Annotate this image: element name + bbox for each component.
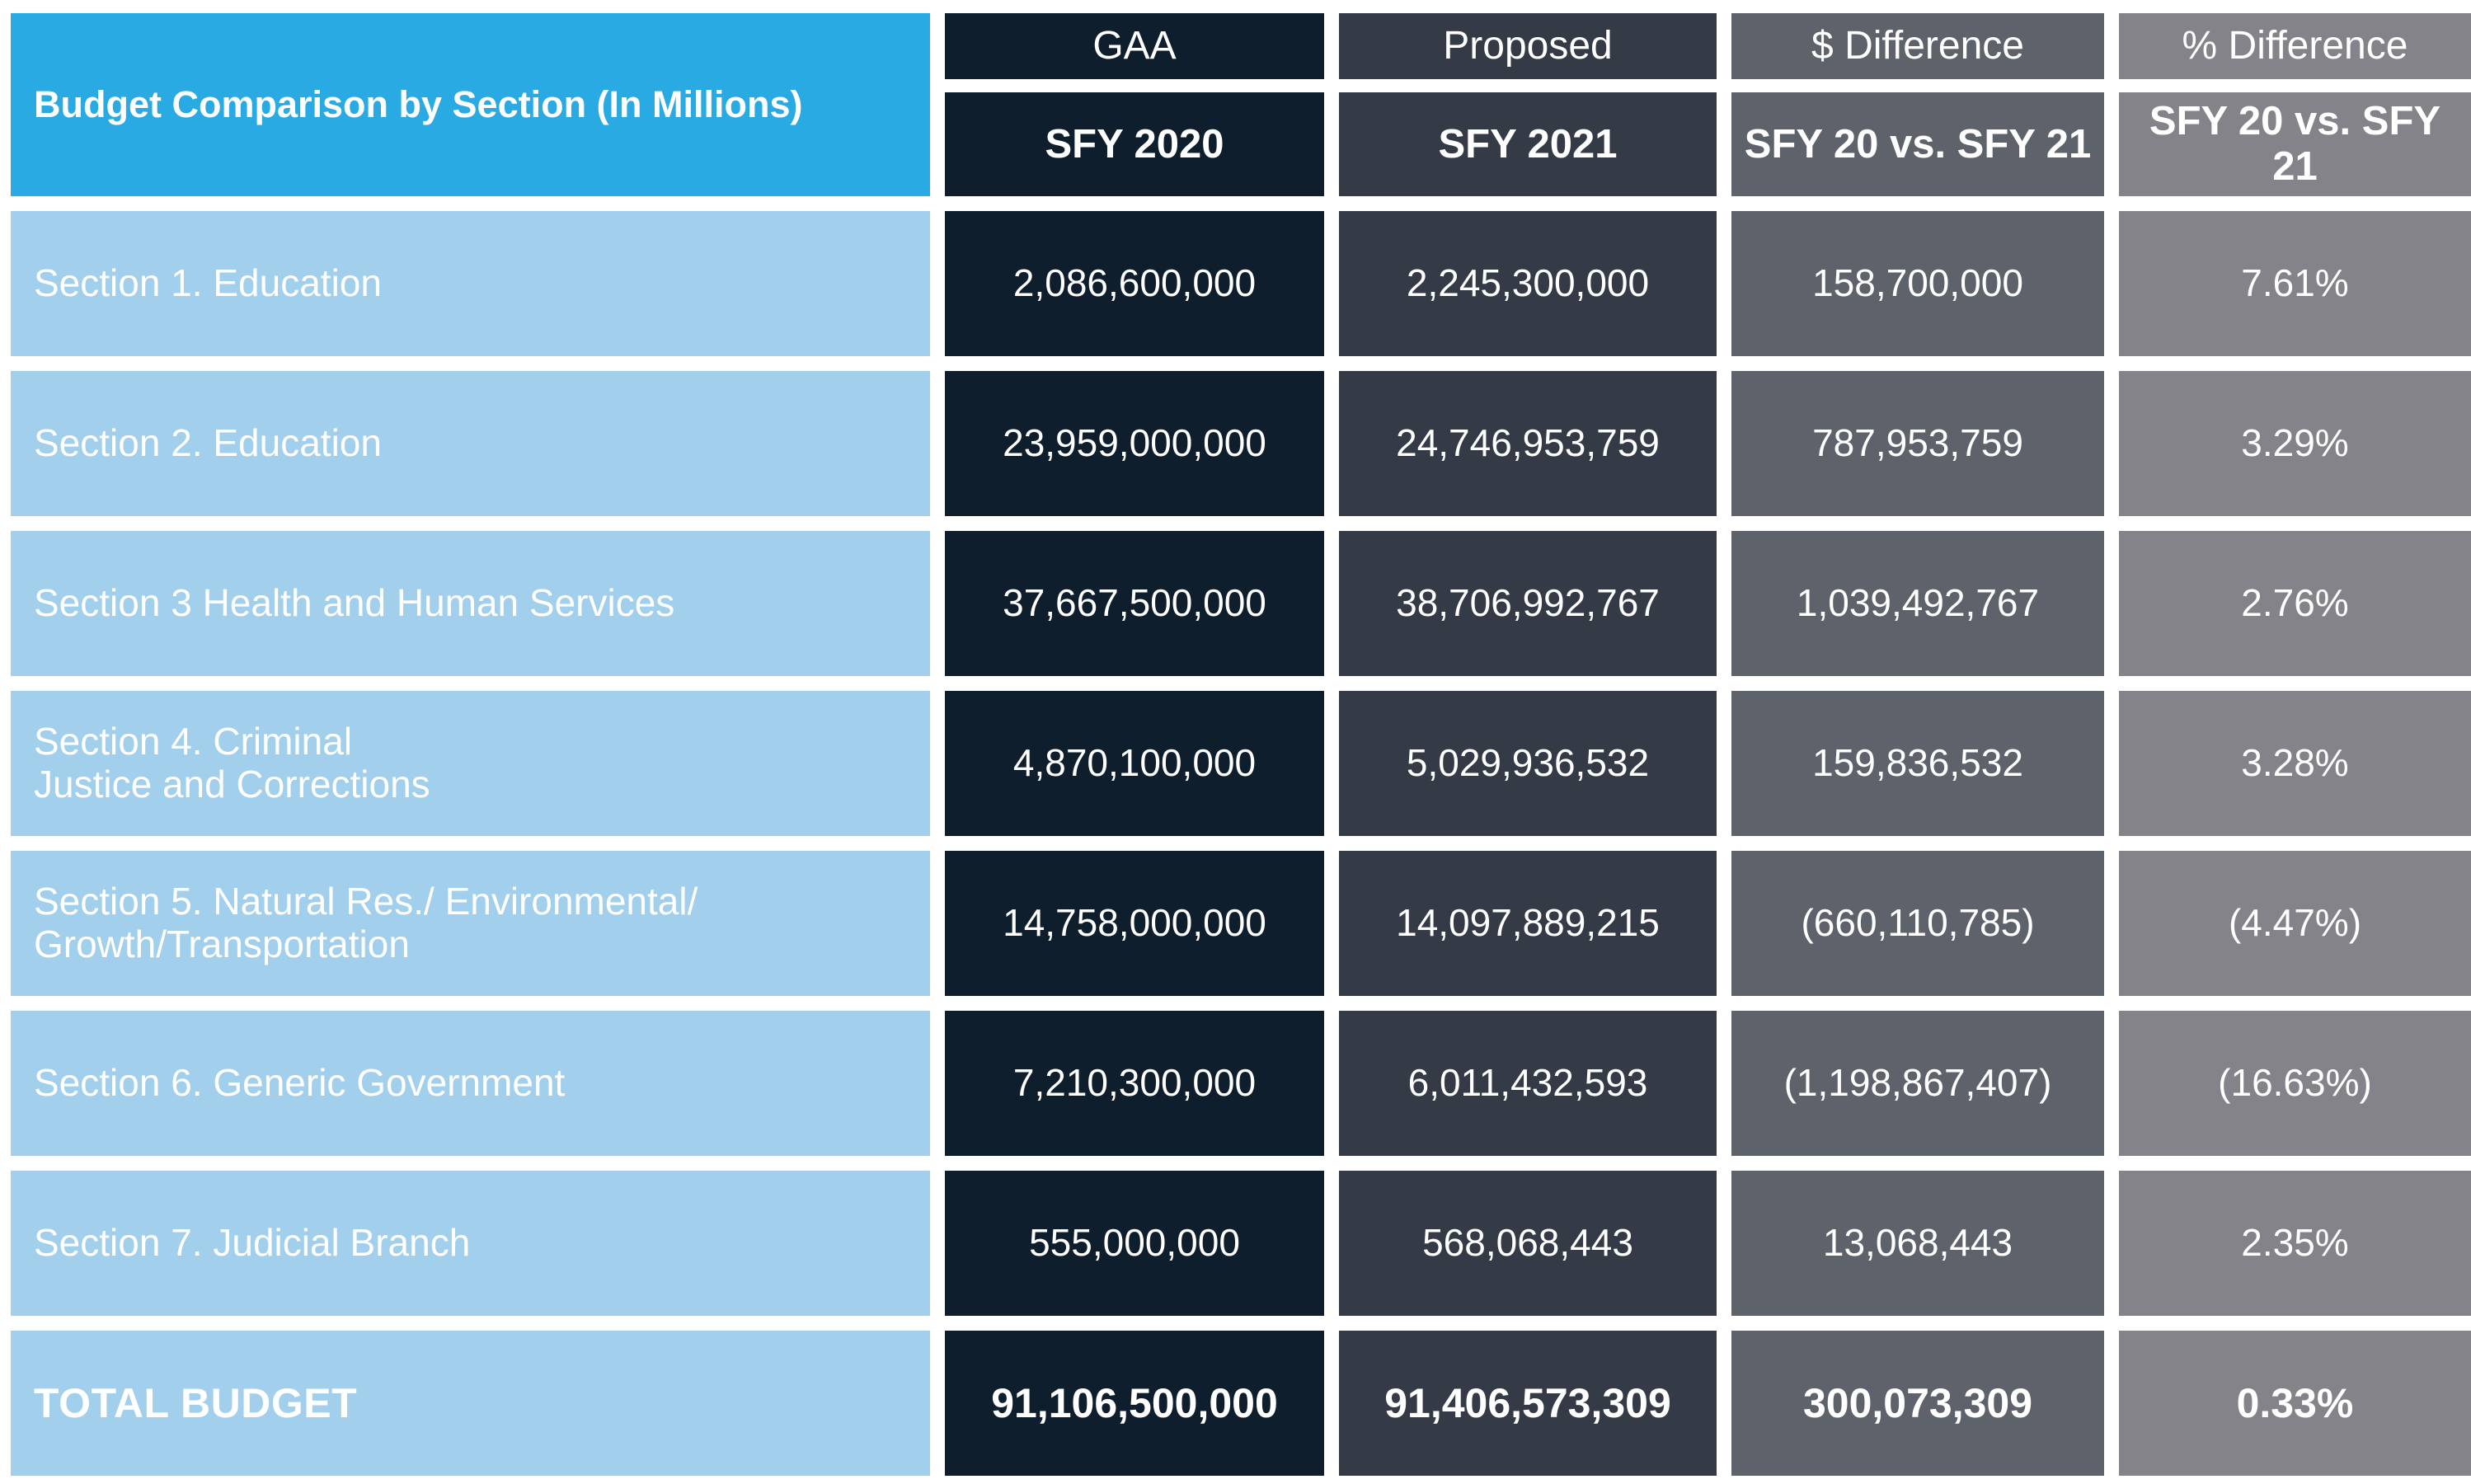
value-cell: 2.76% [2119,531,2471,676]
total-row-label: TOTAL BUDGET [11,1331,930,1476]
value-cell: 7.61% [2119,211,2471,356]
column-group-header: $ Difference [1731,13,2104,79]
row-label: Section 4. Criminal Justice and Correcti… [11,691,930,836]
value-cell: 24,746,953,759 [1339,371,1717,516]
value-cell: 555,000,000 [945,1171,1324,1316]
value-cell: (660,110,785) [1731,851,2104,996]
total-value-cell: 300,073,309 [1731,1331,2104,1476]
column-group-header: GAA [945,13,1324,79]
value-cell: 5,029,936,532 [1339,691,1717,836]
row-label: Section 7. Judicial Branch [11,1171,930,1316]
column-sub-header: SFY 20 vs. SFY 21 [2119,92,2471,196]
value-cell: 37,667,500,000 [945,531,1324,676]
value-cell: 7,210,300,000 [945,1011,1324,1156]
total-value-cell: 91,406,573,309 [1339,1331,1717,1476]
table-title: Budget Comparison by Section (In Million… [11,13,930,196]
value-cell: 14,758,000,000 [945,851,1324,996]
value-cell: 14,097,889,215 [1339,851,1717,996]
value-cell: (4.47%) [2119,851,2471,996]
value-cell: 3.29% [2119,371,2471,516]
value-cell: 2.35% [2119,1171,2471,1316]
column-sub-header: SFY 2020 [945,92,1324,196]
value-cell: 23,959,000,000 [945,371,1324,516]
value-cell: 4,870,100,000 [945,691,1324,836]
value-cell: 787,953,759 [1731,371,2104,516]
value-cell: 1,039,492,767 [1731,531,2104,676]
column-sub-header: SFY 20 vs. SFY 21 [1731,92,2104,196]
value-cell: (16.63%) [2119,1011,2471,1156]
row-label: Section 3 Health and Human Services [11,531,930,676]
value-cell: 568,068,443 [1339,1171,1717,1316]
row-label: Section 2. Education [11,371,930,516]
row-label: Section 5. Natural Res./ Environmental/ … [11,851,930,996]
total-value-cell: 0.33% [2119,1331,2471,1476]
row-label: Section 1. Education [11,211,930,356]
value-cell: 159,836,532 [1731,691,2104,836]
value-cell: 2,245,300,000 [1339,211,1717,356]
value-cell: 2,086,600,000 [945,211,1324,356]
value-cell: (1,198,867,407) [1731,1011,2104,1156]
column-group-header: Proposed [1339,13,1717,79]
value-cell: 158,700,000 [1731,211,2104,356]
total-value-cell: 91,106,500,000 [945,1331,1324,1476]
row-label: Section 6. Generic Government [11,1011,930,1156]
column-group-header: % Difference [2119,13,2471,79]
value-cell: 6,011,432,593 [1339,1011,1717,1156]
value-cell: 13,068,443 [1731,1171,2104,1316]
value-cell: 3.28% [2119,691,2471,836]
column-sub-header: SFY 2021 [1339,92,1717,196]
value-cell: 38,706,992,767 [1339,531,1717,676]
